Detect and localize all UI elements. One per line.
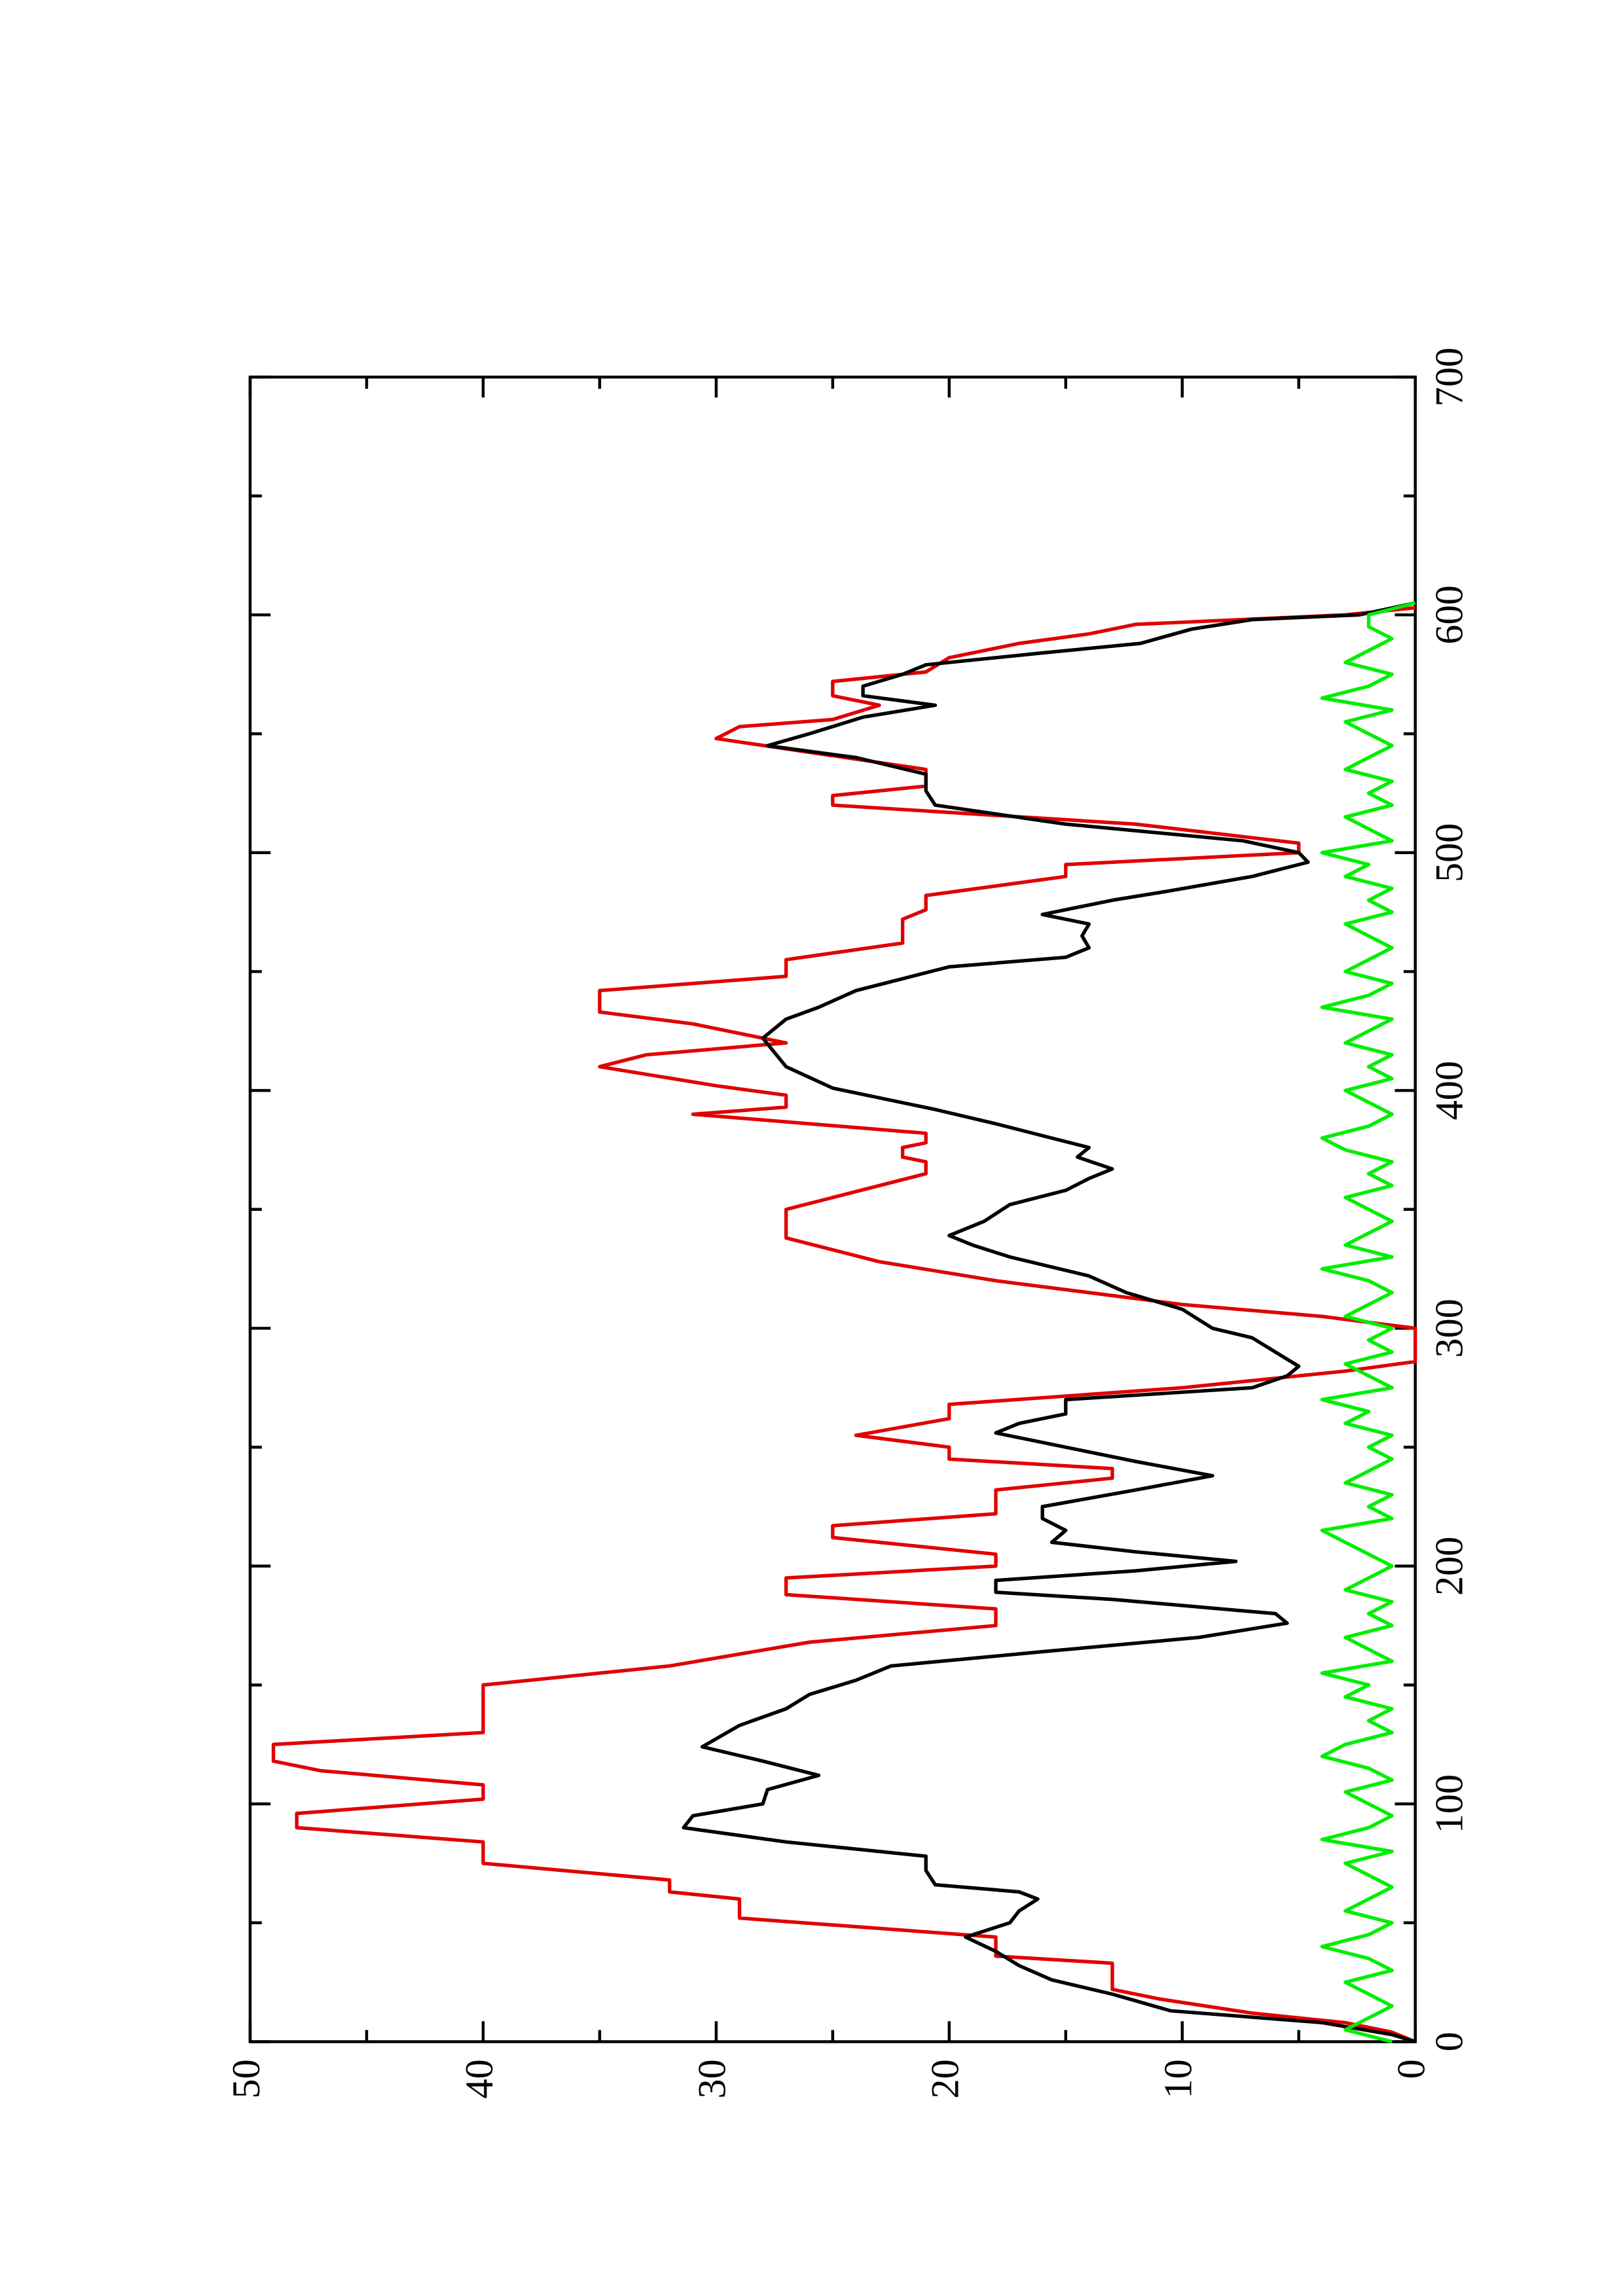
series-line xyxy=(1320,601,1416,2044)
x-tick-label: 700 xyxy=(1428,348,1472,406)
plot-area: 0 100 200 300 400 500 600 700 0 10 20 30 40 50 xyxy=(225,348,1472,2099)
x-tick-label: 300 xyxy=(1428,1299,1472,1357)
plot-frame xyxy=(248,375,1417,2043)
x-tick-label: 500 xyxy=(1428,823,1472,882)
x-tick-label: 600 xyxy=(1428,585,1472,644)
y-tick-label: 0 xyxy=(1390,2059,1434,2079)
y-tick-label: 50 xyxy=(225,2059,268,2098)
y-tick-label: 10 xyxy=(1157,2059,1201,2098)
x-tick-label: 0 xyxy=(1428,2032,1472,2051)
y-tick-label: 20 xyxy=(924,2059,968,2098)
x-tick-label: 400 xyxy=(1428,1061,1472,1120)
series-line xyxy=(271,605,1417,2043)
x-tick-label: 100 xyxy=(1428,1774,1472,1833)
y-tick-label: 40 xyxy=(458,2059,501,2098)
y-tick-label: 30 xyxy=(691,2059,735,2098)
series-line xyxy=(682,601,1416,2044)
x-tick-label: 200 xyxy=(1428,1537,1472,1596)
